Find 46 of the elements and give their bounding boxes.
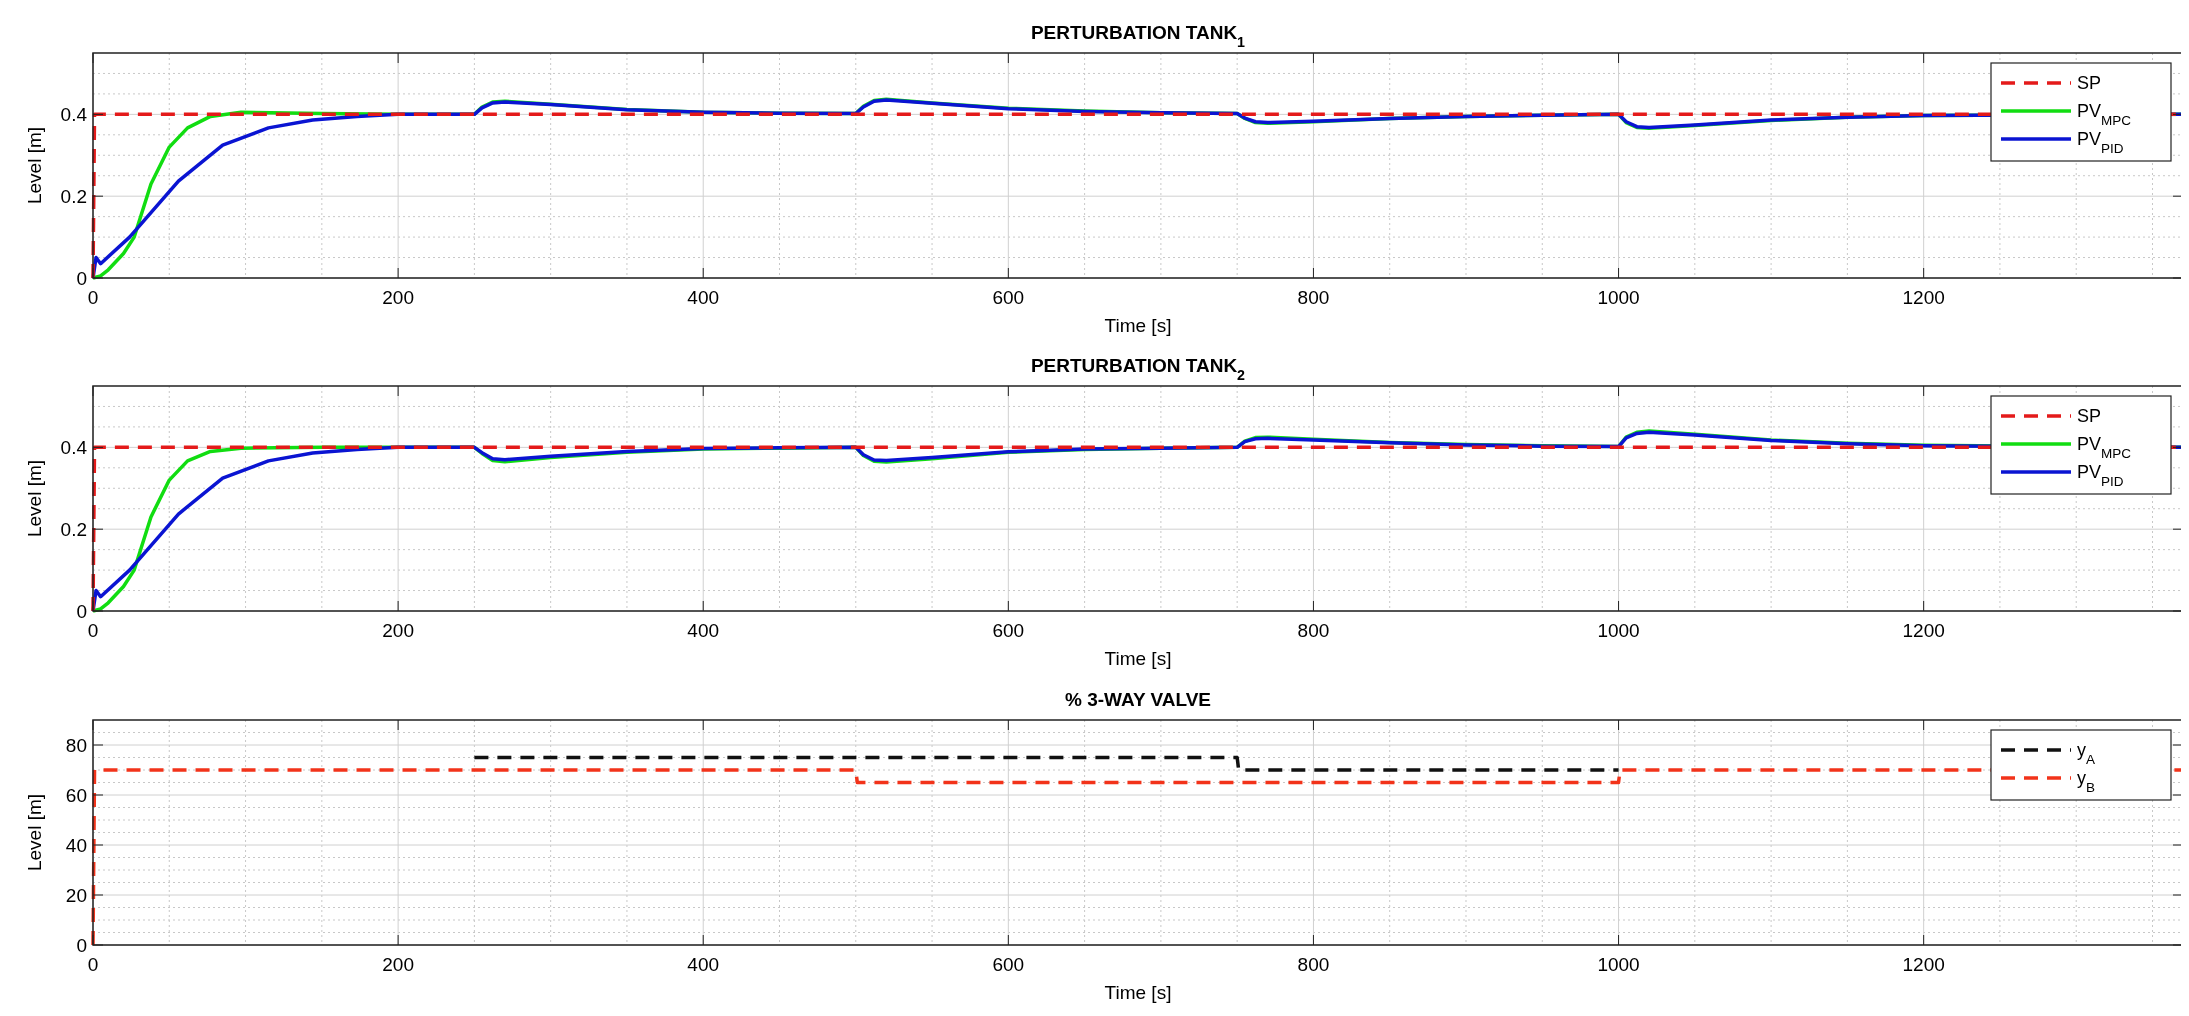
x-tick-label: 600 xyxy=(992,620,1025,641)
x-tick-label: 1200 xyxy=(1902,954,1945,975)
x-tick-label: 400 xyxy=(687,620,720,641)
x-tick-label: 200 xyxy=(382,620,414,641)
x-tick-label: 1000 xyxy=(1597,287,1640,308)
x-tick-label: 200 xyxy=(382,954,414,975)
x-tick-label: 800 xyxy=(1297,620,1330,641)
x-tick-label: 1000 xyxy=(1597,620,1640,641)
chart-title: % 3-WAY VALVE xyxy=(1064,689,1212,710)
x-tick-label: 200 xyxy=(382,287,414,308)
x-tick-label: 1200 xyxy=(1902,287,1945,308)
y-axis-title: Level [m] xyxy=(24,126,45,205)
y-tick-label: 20 xyxy=(65,885,87,906)
legend-label: SP xyxy=(2077,406,2102,426)
y-axis-title: Level [m] xyxy=(24,459,45,538)
legend-label: PV$_{MPC}$ xyxy=(2077,434,2132,461)
legend-label: y$_{B}$ xyxy=(2077,768,2096,795)
chart-title: PERTURBATION TANK$_{1}$ xyxy=(1030,22,1246,50)
y-tick-label: 80 xyxy=(65,735,87,756)
y-tick-label: 0 xyxy=(76,935,87,956)
x-axis-title: Time [s] xyxy=(1104,648,1172,669)
legend-label: SP xyxy=(2077,73,2102,93)
x-tick-label: 600 xyxy=(992,287,1025,308)
y-tick-label: 0.2 xyxy=(60,186,87,208)
chart-title: PERTURBATION TANK$_{2}$ xyxy=(1030,355,1246,383)
y-tick-label: 0.2 xyxy=(60,519,87,541)
y-tick-label: 40 xyxy=(65,835,87,856)
x-tick-label: 1000 xyxy=(1597,954,1640,975)
x-tick-label: 1200 xyxy=(1902,620,1945,641)
y-tick-label: 0 xyxy=(76,601,87,622)
legend-label: PV$_{PID}$ xyxy=(2077,129,2124,156)
x-tick-label: 800 xyxy=(1297,954,1330,975)
x-tick-label: 400 xyxy=(687,287,720,308)
x-tick-label: 800 xyxy=(1297,287,1330,308)
y-tick-label: 0 xyxy=(76,268,87,289)
y-tick-label: 0.4 xyxy=(60,104,88,126)
legend-label: y$_{A}$ xyxy=(2077,740,2096,767)
x-tick-label: 400 xyxy=(687,954,720,975)
legend-label: PV$_{PID}$ xyxy=(2077,462,2124,489)
y-axis-title: Level [m] xyxy=(24,793,45,872)
x-axis-title: Time [s] xyxy=(1104,315,1172,336)
y-tick-label: 0.4 xyxy=(60,437,88,459)
y-tick-label: 60 xyxy=(65,785,87,806)
legend-label: PV$_{MPC}$ xyxy=(2077,101,2132,128)
x-axis-title: Time [s] xyxy=(1104,982,1172,1003)
x-tick-label: 600 xyxy=(992,954,1025,975)
